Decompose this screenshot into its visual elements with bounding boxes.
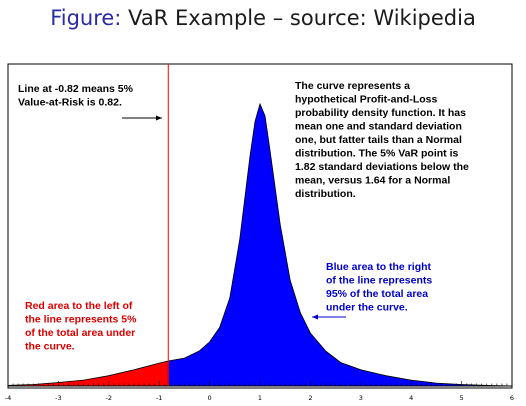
x-tick-label: -1 xyxy=(156,394,162,402)
blue-arrow-head xyxy=(312,314,318,320)
blue-area-annotation-line: of the line represents xyxy=(326,275,432,287)
x-tick-label: 6 xyxy=(510,394,514,402)
x-tick-label: -2 xyxy=(106,394,112,402)
blue-area-annotation: Blue area to the right of the line repres… xyxy=(326,261,432,314)
curve-annotation: The curve represents a hypothetical Profi… xyxy=(295,80,469,200)
red-area-annotation: Red area to the left of the line represen… xyxy=(25,300,137,353)
red-area-annotation-line: Red area to the left of xyxy=(25,300,133,312)
var-line-annotation-line: Value-at-Risk is 0.82. xyxy=(18,97,122,109)
curve-annotation-line: distribution. xyxy=(295,188,356,200)
blue-area-annotation-line: under the curve. xyxy=(326,302,408,314)
blue-area-annotation-line: Blue area to the right xyxy=(326,261,432,273)
title-text: VaR Example – source: Wikipedia xyxy=(128,6,476,30)
curve-annotation-line: The curve represents a xyxy=(295,80,410,92)
var-line-annotation-line: Line at -0.82 means 5% xyxy=(18,83,134,95)
var-line-annotation: Line at -0.82 means 5% Value-at-Risk is 0… xyxy=(18,83,134,109)
x-tick-label: -4 xyxy=(5,394,11,402)
right-body-area xyxy=(167,102,513,387)
red-area-annotation-line: the line represents 5% xyxy=(25,314,137,326)
curve-annotation-line: distribution. The 5% VaR point is xyxy=(295,148,459,160)
title-lead: Figure: xyxy=(50,6,122,30)
curve-annotation-line: mean, versus 1.64 for a Normal xyxy=(295,175,450,187)
x-tick-label: 3 xyxy=(359,394,363,402)
curve-annotation-line: probability density function. It has xyxy=(295,107,466,119)
x-tick-label: 0 xyxy=(208,394,212,402)
x-tick-label: -3 xyxy=(55,394,61,402)
x-tick-label: 2 xyxy=(308,394,312,402)
blue-area-annotation-line: 95% of the total area xyxy=(326,288,428,300)
curve-annotation-line: mean one and standard deviation xyxy=(295,121,462,133)
curve-annotation-line: 1.82 standard deviations below the xyxy=(295,161,469,173)
curve-annotation-line: one, but fatter tails than a Normal xyxy=(295,134,462,146)
x-tick-label: 4 xyxy=(409,394,413,402)
var-arrow-head xyxy=(156,115,162,121)
red-area-annotation-line: the curve. xyxy=(25,341,75,353)
x-tick-label: 1 xyxy=(258,394,262,402)
x-tick-label: 5 xyxy=(460,394,464,402)
page-title: Figure: VaR Example – source: Wikipedia xyxy=(0,6,526,30)
red-area-annotation-line: of the total area under xyxy=(25,327,135,339)
curve-annotation-line: hypothetical Profit-and-Loss xyxy=(295,94,438,106)
